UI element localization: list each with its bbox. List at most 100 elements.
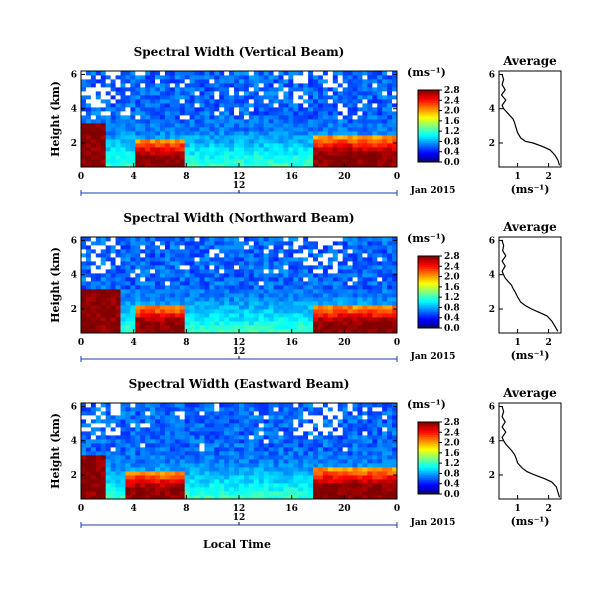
heatmap-cell xyxy=(313,99,319,104)
heatmap-cell xyxy=(164,159,171,164)
heatmap-cell xyxy=(194,131,200,136)
heatmap-cell xyxy=(204,415,210,420)
colorbar-step xyxy=(418,288,439,291)
heatmap-cell xyxy=(273,115,279,120)
heatmap-cell xyxy=(229,487,235,492)
heatmap-cell xyxy=(155,435,161,440)
y-tick-label: 2 xyxy=(71,139,77,149)
heatmap-cell xyxy=(392,147,398,152)
heatmap-cell xyxy=(140,313,146,318)
heatmap-cell xyxy=(115,427,121,432)
heatmap-cell xyxy=(362,459,368,464)
heatmap-cell xyxy=(95,107,102,112)
heatmap-cell xyxy=(239,451,245,456)
heatmap-cell xyxy=(184,127,191,132)
heatmap-cell xyxy=(179,119,186,124)
heatmap-cell xyxy=(125,127,131,132)
colorbar-step xyxy=(418,259,439,262)
colorbar xyxy=(418,256,439,329)
heatmap-cell xyxy=(130,107,136,112)
heatmap-cell xyxy=(199,293,205,298)
heatmap-cell xyxy=(308,451,314,456)
heatmap-cell xyxy=(160,127,166,132)
heatmap-cell xyxy=(298,261,304,266)
heatmap-cell xyxy=(81,99,87,104)
heatmap-cell xyxy=(135,127,141,132)
heatmap-cell xyxy=(150,265,156,270)
heatmap-cell xyxy=(229,479,235,484)
heatmap-cell xyxy=(258,495,265,500)
heatmap-cell xyxy=(243,483,250,488)
heatmap-cell xyxy=(81,75,87,80)
heatmap-cell xyxy=(273,427,279,432)
heatmap-cell xyxy=(303,435,309,440)
heatmap-cell xyxy=(85,309,92,314)
heatmap-cell xyxy=(283,257,289,262)
heatmap-cell xyxy=(377,237,383,242)
heatmap-cell xyxy=(90,273,97,278)
heatmap-cell xyxy=(392,119,398,124)
heatmap-cell xyxy=(169,155,176,160)
heatmap-cell xyxy=(204,131,210,136)
heatmap-cell xyxy=(372,87,378,92)
heatmap-cell xyxy=(337,431,344,436)
heatmap-cell xyxy=(293,87,299,92)
heatmap-cell xyxy=(135,139,141,144)
heatmap-cell xyxy=(263,131,270,136)
heatmap-cell xyxy=(169,463,176,468)
heatmap-cell xyxy=(174,123,181,128)
heatmap-cell xyxy=(150,325,156,330)
heatmap-cell xyxy=(164,321,171,326)
heatmap-cell xyxy=(155,297,161,302)
heatmap-cell xyxy=(234,325,240,330)
heatmap-cell xyxy=(278,131,284,136)
colorbar-step xyxy=(418,431,439,434)
heatmap-cell xyxy=(160,491,166,496)
heatmap-cell xyxy=(253,115,260,120)
heatmap-cell xyxy=(352,237,358,242)
heatmap-cell xyxy=(308,159,314,164)
heatmap-cell xyxy=(377,435,383,440)
heatmap-cell xyxy=(303,237,309,242)
heatmap-cell xyxy=(288,403,294,408)
heatmap-cell xyxy=(150,253,156,258)
heatmap-cell xyxy=(85,451,92,456)
heatmap-cell xyxy=(372,423,378,428)
heatmap-cell xyxy=(308,119,314,124)
heatmap-cell xyxy=(352,329,358,334)
heatmap-cell xyxy=(160,241,166,246)
heatmap-cell xyxy=(140,325,146,330)
heatmap-cell xyxy=(327,257,334,262)
heatmap-cell xyxy=(81,285,87,290)
heatmap-cell xyxy=(372,123,378,128)
heatmap-cell xyxy=(337,111,344,116)
heatmap-cell xyxy=(184,317,191,322)
heatmap-cell xyxy=(288,443,294,448)
heatmap-cell xyxy=(135,143,141,148)
heatmap-cell xyxy=(273,143,279,148)
heatmap-cell xyxy=(130,253,136,258)
heatmap-cell xyxy=(337,447,344,452)
heatmap-cell xyxy=(85,443,92,448)
colorbar-step xyxy=(418,440,439,443)
heatmap-cell xyxy=(288,273,294,278)
heatmap-cell xyxy=(313,273,319,278)
heatmap-cell xyxy=(214,163,220,168)
colorbar-step xyxy=(418,109,439,112)
heatmap-cell xyxy=(150,131,156,136)
heatmap-cell xyxy=(219,143,225,148)
heatmap-cell xyxy=(100,139,107,144)
heatmap-cell xyxy=(352,155,358,160)
heatmap-cell xyxy=(337,159,344,164)
heatmap-cell xyxy=(293,155,299,160)
heatmap-cell xyxy=(332,325,339,330)
heatmap-cell xyxy=(199,305,205,310)
heatmap-cell xyxy=(392,325,398,330)
heatmap-cell xyxy=(209,325,215,330)
heatmap-cell xyxy=(283,103,289,108)
heatmap-cell xyxy=(229,277,235,282)
heatmap-cell xyxy=(204,455,210,460)
heatmap-cell xyxy=(150,115,156,120)
heatmap-cell xyxy=(110,95,116,100)
heatmap-cell xyxy=(160,139,166,144)
